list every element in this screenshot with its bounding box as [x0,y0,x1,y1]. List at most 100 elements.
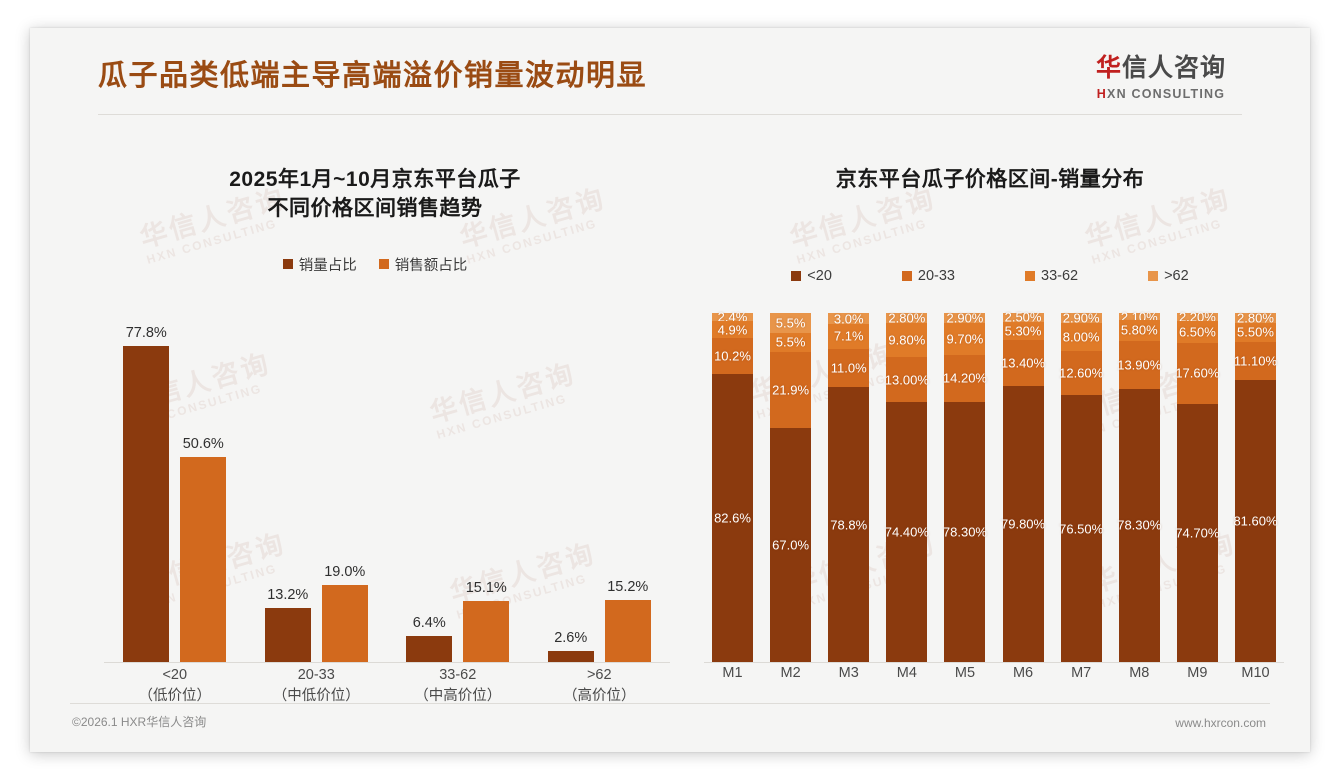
right-chart-x-label: M1 [722,665,743,681]
right-chart-bar-segment[interactable]: 67.0% [770,428,812,662]
right-chart-bar-segment[interactable]: 13.00% [885,357,929,403]
left-chart-bar[interactable]: 15.2% [604,579,651,662]
left-chart-bar[interactable]: 19.0% [321,564,368,662]
right-chart-bar-segment[interactable]: 79.80% [1001,386,1045,662]
right-chart-segment-value-label: 74.70% [1175,525,1220,541]
left-chart: 77.8% 50.6% 13.2% 19.0% 6.4% 15.1% 2.6% 15.2% <… [88,313,670,718]
left-chart-bar[interactable]: 6.4% [406,615,453,662]
right-chart-segment-value-label: 11.0% [830,360,867,376]
right-chart-stacked-bar[interactable]: 2.80% 9.80% 13.00% 74.40% [885,310,929,662]
right-chart-x-label: M8 [1129,665,1150,681]
right-chart-bar-segment[interactable]: 2.20% [1176,309,1218,324]
right-chart-bar-segment[interactable]: 78.30% [1117,388,1161,662]
right-chart-bar-segment[interactable]: 11.0% [828,348,870,387]
right-chart-bar-segment[interactable]: 13.40% [1001,339,1046,387]
right-chart-segment-value-label: 14.20% [942,370,987,386]
right-chart-segment-value-label: 2.20% [1178,309,1216,325]
legend-label: <20 [807,267,832,284]
right-chart-stacked-bar[interactable]: 2.80% 5.50% 11.10% 81.60% [1233,310,1278,662]
right-chart-panel: 京东平台瓜子价格区间-销量分布 <20 20-33 33-62 >62 2.4% 4.9… [690,128,1290,718]
left-chart-x-axis: <20 （低价位） 20-33 （中低价位） 33-62 （中高价位） >62 （高价位） [104,665,670,719]
left-chart-legend: 销量占比 销售额占比 [70,254,680,275]
logo-chinese-text: 华信人咨询 [1076,48,1246,84]
right-chart-x-label: M10 [1241,665,1270,681]
right-chart-bar-segment[interactable]: 2.80% [1234,310,1276,326]
right-chart-bar-segment[interactable]: 5.80% [1118,320,1160,341]
right-chart-legend-item[interactable]: >62 [1148,268,1189,284]
right-chart-stacked-bar[interactable]: 2.50% 5.30% 13.40% 79.80% [1001,310,1046,662]
right-chart-segment-value-label: 2.80% [1237,310,1274,326]
right-chart: 2.4% 4.9% 10.2% 82.6% 5.5% 5.5% 21.9% 67.0% 3.0%… [704,309,1284,718]
left-chart-x-label-range: 33-62 [439,667,477,683]
left-chart-plot-area: 77.8% 50.6% 13.2% 19.0% 6.4% 15.1% 2.6% 15.2% [104,313,670,663]
left-chart-bar-group: 77.8% 50.6% [123,313,227,662]
right-chart-bar-segment[interactable]: 74.40% [885,402,929,662]
right-chart-segment-value-label: 11.10% [1233,353,1278,369]
right-chart-bar-segment[interactable]: 21.9% [770,351,812,429]
right-chart-legend-item[interactable]: <20 [791,268,832,284]
right-chart-legend-item[interactable]: 20-33 [901,268,955,284]
right-chart-bar-segment[interactable]: 6.50% [1176,320,1218,344]
right-chart-segment-value-label: 78.8% [830,517,868,532]
right-chart-bar-segment[interactable]: 14.20% [942,354,987,402]
right-chart-bar-segment[interactable]: 74.70% [1175,403,1220,662]
right-chart-bar-segment[interactable]: 9.70% [944,322,986,355]
right-chart-bar-segment[interactable]: 82.6% [712,374,753,662]
right-chart-bar-segment[interactable]: 2.50% [1002,310,1044,325]
left-chart-x-label-range: 20-33 [297,667,335,683]
right-chart-bar-segment[interactable]: 9.80% [886,322,928,357]
right-chart-bar-segment[interactable]: 4.9% [712,321,753,339]
right-chart-bar-segment[interactable]: 2.4% [712,310,753,325]
right-chart-bar-segment[interactable]: 3.0% [828,311,870,326]
left-chart-bar[interactable]: 77.8% [123,325,170,662]
right-chart-bar-segment[interactable]: 5.50% [1234,322,1276,342]
right-chart-stacked-bar[interactable]: 2.90% 8.00% 12.60% 76.50% [1059,311,1103,662]
right-chart-bar-segment[interactable]: 13.90% [1117,340,1162,389]
right-chart-segment-value-label: 13.90% [1117,357,1162,373]
right-chart-bar-segment[interactable]: 7.1% [828,323,870,349]
left-chart-bar[interactable]: 13.2% [264,587,311,662]
right-chart-bar-segment[interactable]: 17.60% [1175,343,1220,404]
left-chart-bar-value-label: 13.2% [267,587,309,604]
right-chart-bar-segment[interactable]: 2.90% [1060,311,1102,326]
legend-swatch-icon [1025,270,1035,281]
logo-accent-char: 华 [1095,54,1122,82]
right-chart-bar-segment[interactable]: 78.8% [828,387,870,662]
right-chart-stacked-bar[interactable]: 2.20% 6.50% 17.60% 74.70% [1175,309,1220,662]
right-chart-stacked-bar[interactable]: 2.4% 4.9% 10.2% 82.6% [712,310,753,662]
right-chart-bar-segment[interactable]: 2.80% [886,310,928,325]
right-chart-bar-segment[interactable]: 8.00% [1060,323,1102,352]
right-chart-bar-segment[interactable]: 5.30% [1002,321,1044,340]
right-chart-bar-segment[interactable]: 11.10% [1233,341,1278,381]
right-chart-segment-value-label: 7.1% [833,328,864,344]
right-chart-bar-segment[interactable]: 10.2% [712,338,753,374]
right-chart-bar-segment[interactable]: 2.10% [1118,309,1160,324]
right-chart-segment-value-label: 8.00% [1062,329,1100,345]
right-chart-segment-value-label: 17.60% [1175,365,1220,381]
legend-swatch-icon [282,259,293,270]
logo-en-rest: XN CONSULTING [1107,87,1226,101]
left-chart-bar-value-label: 19.0% [324,563,366,580]
right-chart-bar-segment[interactable]: 76.50% [1059,395,1103,662]
right-chart-segment-value-label: 13.40% [1001,355,1046,371]
left-chart-legend-item[interactable]: 销售额占比 [378,254,467,275]
right-chart-stacked-bar[interactable]: 2.90% 9.70% 14.20% 78.30% [942,310,987,662]
right-chart-bar-segment[interactable]: 5.5% [770,313,812,333]
right-chart-bar-segment[interactable]: 78.30% [943,401,987,662]
left-chart-bar[interactable]: 50.6% [180,436,227,662]
right-chart-legend-item[interactable]: 33-62 [1025,268,1078,284]
right-chart-stacked-bar[interactable]: 5.5% 5.5% 21.9% 67.0% [770,313,812,662]
right-chart-bar-segment[interactable]: 12.60% [1059,351,1103,396]
left-chart-bar[interactable]: 15.1% [463,580,510,662]
left-chart-x-label: 33-62 （中高价位） [393,665,523,719]
left-chart-bar[interactable]: 2.6% [547,630,594,662]
right-chart-stacked-bar[interactable]: 2.10% 5.80% 13.90% 78.30% [1117,309,1162,662]
right-chart-segment-value-label: 2.90% [946,310,984,326]
right-chart-stacked-bar[interactable]: 3.0% 7.1% 11.0% 78.8% [828,311,870,662]
left-chart-legend-item[interactable]: 销量占比 [282,254,357,275]
right-chart-bar-segment[interactable]: 5.5% [770,332,812,352]
right-chart-bar-segment[interactable]: 2.90% [944,310,986,326]
right-chart-bar-segment[interactable]: 81.60% [1233,380,1278,662]
right-chart-segment-value-label: 5.5% [775,334,806,350]
left-chart-x-label-range: >62 [586,667,612,683]
